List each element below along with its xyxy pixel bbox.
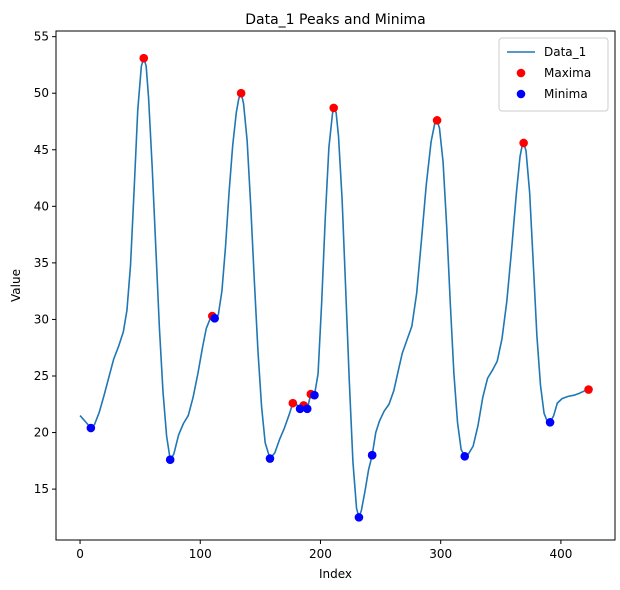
y-tick-label-20: 20 bbox=[34, 426, 49, 440]
x-tick-label-100: 100 bbox=[189, 547, 212, 561]
legend-swatch-maxima bbox=[516, 68, 526, 78]
legend-frame bbox=[498, 37, 609, 112]
legend-label-minima: Minima bbox=[544, 87, 588, 101]
series-layer bbox=[79, 53, 593, 522]
maxima-point-8 bbox=[432, 116, 442, 125]
minima-point-10 bbox=[545, 418, 555, 427]
y-tick-label-15: 15 bbox=[34, 482, 49, 496]
x-tick-label-200: 200 bbox=[309, 547, 332, 561]
minima-point-9 bbox=[460, 452, 470, 461]
legend: Data_1 Maxima Minima bbox=[498, 37, 609, 112]
y-tick-label-30: 30 bbox=[34, 312, 49, 326]
minima-point-2 bbox=[210, 314, 219, 323]
y-axis: 15 20 25 30 35 40 45 50 55 bbox=[34, 30, 56, 496]
legend-swatch-minima bbox=[516, 89, 526, 99]
x-axis: 0 100 200 300 400 bbox=[76, 540, 572, 561]
y-tick-label-40: 40 bbox=[34, 199, 49, 213]
maxima-point-3 bbox=[288, 398, 298, 408]
y-tick-label-55: 55 bbox=[34, 30, 49, 44]
series-line-data-1 bbox=[79, 57, 589, 519]
y-axis-title: Value bbox=[9, 269, 23, 302]
y-tick-label-50: 50 bbox=[34, 86, 49, 100]
x-tick-label-400: 400 bbox=[549, 547, 572, 561]
minima-point-3 bbox=[265, 454, 275, 463]
minima-point-1 bbox=[165, 455, 175, 464]
y-tick-label-25: 25 bbox=[34, 369, 49, 383]
plot-frame bbox=[55, 30, 616, 541]
minima-point-6 bbox=[310, 390, 319, 400]
maxima-point-0 bbox=[139, 53, 149, 63]
minima-point-5 bbox=[302, 404, 312, 414]
maxima-point-6 bbox=[329, 103, 339, 113]
x-tick-label-300: 300 bbox=[429, 547, 452, 561]
chart-title: Data_1 Peaks and Minima bbox=[245, 12, 426, 28]
x-axis-title: Index bbox=[319, 567, 352, 581]
minima-point-7 bbox=[354, 513, 364, 522]
minima-point-4 bbox=[295, 404, 305, 414]
maxima-point-2 bbox=[236, 88, 246, 98]
y-tick-label-45: 45 bbox=[34, 143, 49, 157]
maxima-point-10 bbox=[584, 385, 593, 394]
y-tick-label-35: 35 bbox=[34, 256, 49, 270]
legend-label-data-1: Data_1 bbox=[544, 45, 586, 59]
minima-point-8 bbox=[367, 450, 377, 460]
legend-label-maxima: Maxima bbox=[544, 66, 591, 80]
x-tick-label-0: 0 bbox=[76, 547, 84, 561]
minima-point-0 bbox=[86, 423, 96, 433]
maxima-point-9 bbox=[519, 138, 528, 148]
